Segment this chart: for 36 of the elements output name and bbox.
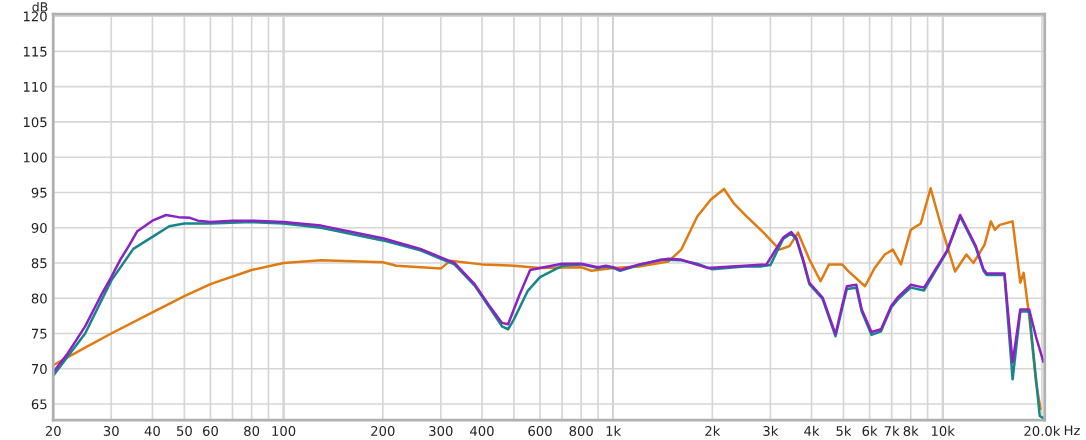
x-axis-title: Hz — [1064, 425, 1080, 436]
y-axis-title: dB — [32, 1, 48, 12]
y-tick-label: 120 — [23, 11, 47, 22]
y-tick-label: 105 — [23, 117, 47, 128]
y-tick-label: 75 — [31, 328, 47, 339]
x-tick-label: 20.0k — [1024, 425, 1061, 436]
x-tick-label: 800 — [569, 425, 593, 436]
y-tick-label: 70 — [31, 363, 47, 374]
x-tick-label: 100 — [272, 425, 296, 436]
x-tick-label: 1k — [606, 425, 622, 436]
x-tick-label: 60 — [202, 425, 218, 436]
x-tick-label: 40 — [144, 425, 160, 436]
x-tick-label: 3k — [763, 425, 779, 436]
x-tick-label: 8k — [903, 425, 919, 436]
x-tick-label: 2k — [705, 425, 721, 436]
x-tick-label: 4k — [804, 425, 820, 436]
y-tick-label: 65 — [31, 399, 47, 410]
y-tick-label: 100 — [23, 152, 47, 163]
x-tick-label: 6k — [862, 425, 878, 436]
x-tick-label: 7k — [884, 425, 900, 436]
x-tick-label: 10k — [931, 425, 955, 436]
x-tick-label: 600 — [528, 425, 552, 436]
x-tick-label: 80 — [244, 425, 260, 436]
x-tick-label: 400 — [470, 425, 494, 436]
y-tick-label: 90 — [31, 222, 47, 233]
y-tick-label: 95 — [31, 187, 47, 198]
x-tick-label: 50 — [176, 425, 192, 436]
y-tick-label: 115 — [23, 46, 47, 57]
x-tick-label: 5k — [836, 425, 852, 436]
y-tick-label: 110 — [23, 81, 47, 92]
x-tick-label: 200 — [371, 425, 395, 436]
y-tick-label: 85 — [31, 258, 47, 269]
y-tick-label: 80 — [31, 293, 47, 304]
x-tick-label: 30 — [103, 425, 119, 436]
x-tick-label: 20 — [45, 425, 61, 436]
x-tick-label: 300 — [429, 425, 453, 436]
